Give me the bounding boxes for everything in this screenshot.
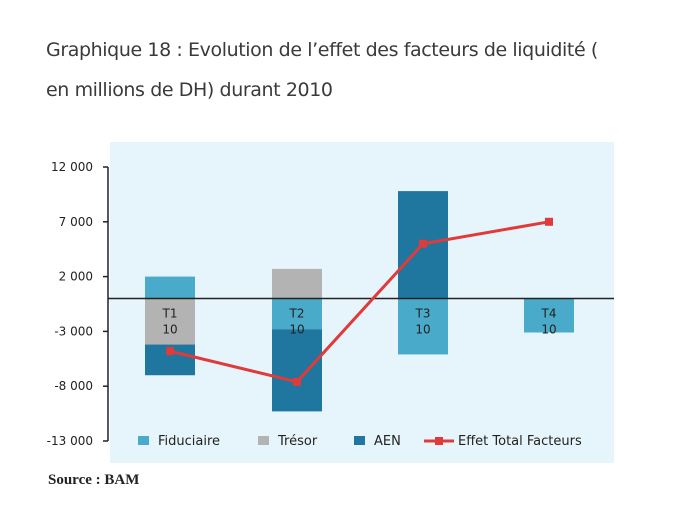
y-tick-label: 12 000: [51, 160, 93, 174]
y-tick-label: 7 000: [59, 215, 93, 229]
legend-label: Effet Total Facteurs: [458, 434, 582, 449]
legend: Fiduciaire Trésor AEN Effet Total Facteurs: [138, 434, 582, 449]
effet-total-line: [166, 217, 553, 386]
effet-total-point: [545, 217, 553, 226]
category-sublabel: 10: [162, 323, 177, 337]
category-sublabel: 10: [289, 323, 304, 337]
legend-swatch: [354, 436, 365, 445]
legend-line-marker: [435, 437, 443, 445]
category-label: T4: [541, 307, 557, 321]
legend-swatch: [258, 436, 269, 445]
bar-tresor: [272, 268, 322, 299]
legend-label: AEN: [374, 434, 401, 449]
category-sublabel: 10: [541, 323, 556, 337]
effet-total-polyline: [169, 220, 550, 384]
y-axis: 12 000 7 000 2 000 -3 000 -8 000 -13 000: [47, 160, 109, 448]
effet-total-point: [293, 377, 301, 386]
bar-fiduciaire: [524, 298, 574, 333]
y-tick-label: 2 000: [59, 270, 93, 284]
category-label: T3: [415, 307, 431, 321]
chart-title: Graphique 18 : Evolution de l’effet des …: [46, 39, 598, 101]
bar-fiduciaire: [145, 276, 195, 299]
legend-swatch: [138, 436, 149, 445]
bar-tresor: [145, 298, 195, 345]
bars: [145, 191, 574, 412]
bar-fiduciaire: [398, 298, 448, 355]
source-note: Source : BAM: [48, 472, 140, 488]
category-sublabel: 10: [415, 323, 430, 337]
y-tick-label: -13 000: [47, 434, 93, 448]
y-tick-label: -8 000: [54, 379, 93, 393]
category-labels: T1 10 T2 10 T3 10 T4 10: [162, 307, 557, 337]
legend-label: Fiduciaire: [158, 434, 220, 449]
y-tick-label: -3 000: [54, 324, 93, 338]
category-label: T2: [289, 307, 305, 321]
effet-total-point: [419, 239, 427, 248]
bar-aen: [272, 329, 322, 412]
bar-fiduciaire: [272, 298, 322, 330]
effet-total-point: [166, 347, 174, 356]
category-label: T1: [162, 307, 178, 321]
legend-label: Trésor: [277, 434, 318, 449]
